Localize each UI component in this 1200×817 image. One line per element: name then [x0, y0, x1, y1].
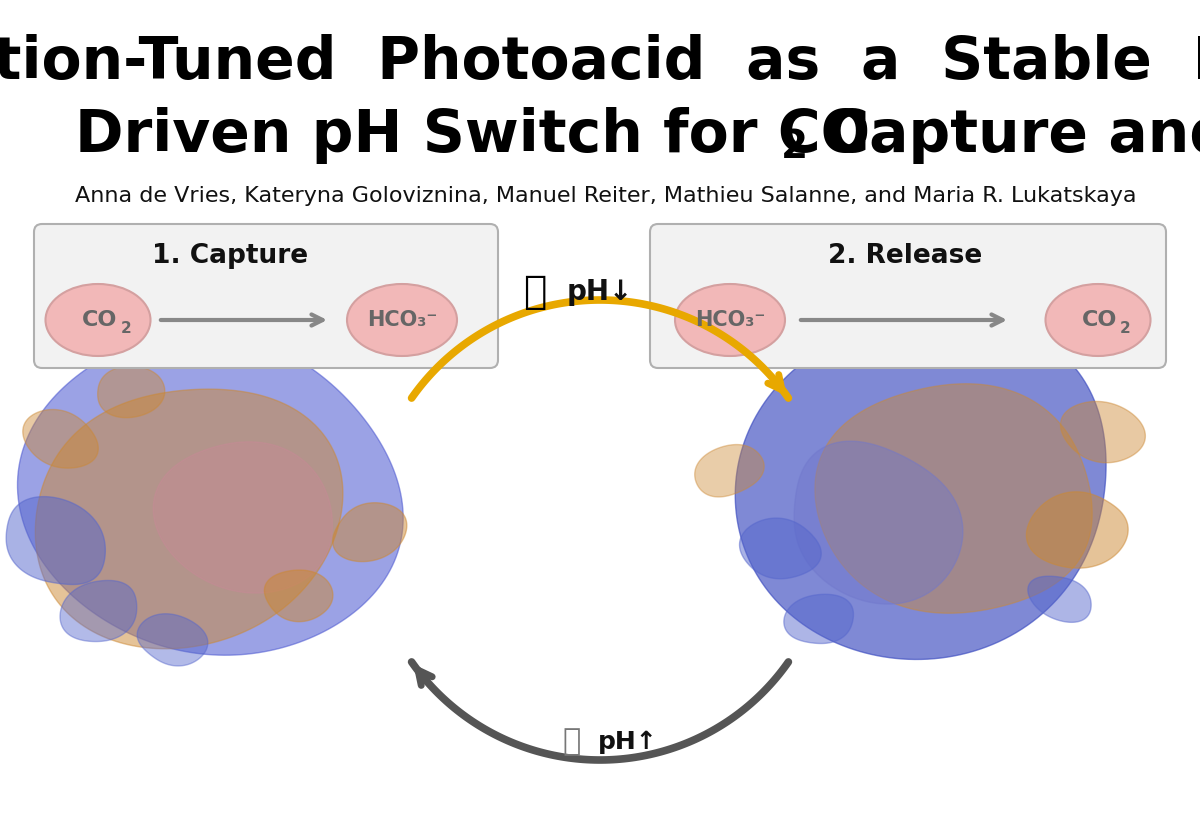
Text: 2: 2	[121, 320, 132, 336]
Polygon shape	[35, 389, 343, 649]
Text: 2. Release: 2. Release	[828, 243, 982, 269]
Ellipse shape	[46, 284, 150, 356]
Polygon shape	[60, 580, 137, 641]
Text: Solvation-Tuned  Photoacid  as  a  Stable  Light-: Solvation-Tuned Photoacid as a Stable Li…	[0, 33, 1200, 91]
Polygon shape	[736, 316, 1106, 659]
Text: HCO₃⁻: HCO₃⁻	[367, 310, 437, 330]
Polygon shape	[739, 518, 821, 578]
Polygon shape	[784, 594, 853, 644]
Polygon shape	[1061, 401, 1145, 462]
Polygon shape	[6, 497, 106, 584]
Polygon shape	[1026, 492, 1128, 568]
Text: 2: 2	[781, 128, 808, 166]
Text: 💡: 💡	[523, 273, 547, 311]
Polygon shape	[97, 366, 164, 417]
Ellipse shape	[1045, 284, 1151, 356]
Text: HCO₃⁻: HCO₃⁻	[695, 310, 766, 330]
Polygon shape	[18, 333, 403, 655]
Polygon shape	[1028, 576, 1091, 623]
Polygon shape	[264, 570, 332, 622]
Polygon shape	[332, 502, 407, 561]
Text: Driven pH Switch for CO: Driven pH Switch for CO	[74, 106, 870, 163]
Polygon shape	[23, 409, 98, 468]
Ellipse shape	[347, 284, 457, 356]
Polygon shape	[695, 444, 764, 497]
Polygon shape	[794, 441, 962, 604]
FancyBboxPatch shape	[34, 224, 498, 368]
Ellipse shape	[674, 284, 785, 356]
Text: 1. Capture: 1. Capture	[152, 243, 308, 269]
Text: Anna de Vries, Kateryna Goloviznina, Manuel Reiter, Mathieu Salanne, and Maria R: Anna de Vries, Kateryna Goloviznina, Man…	[74, 186, 1136, 206]
Text: CO: CO	[1082, 310, 1117, 330]
Polygon shape	[137, 614, 208, 666]
Text: CO: CO	[82, 310, 118, 330]
FancyBboxPatch shape	[650, 224, 1166, 368]
Text: pH↓: pH↓	[568, 278, 634, 306]
Text: 2: 2	[1120, 320, 1130, 336]
Text: pH↑: pH↑	[598, 730, 658, 754]
Text: 💡: 💡	[563, 727, 581, 757]
Polygon shape	[815, 384, 1092, 614]
Polygon shape	[154, 442, 332, 593]
Text: Capture and Release: Capture and Release	[806, 106, 1200, 163]
